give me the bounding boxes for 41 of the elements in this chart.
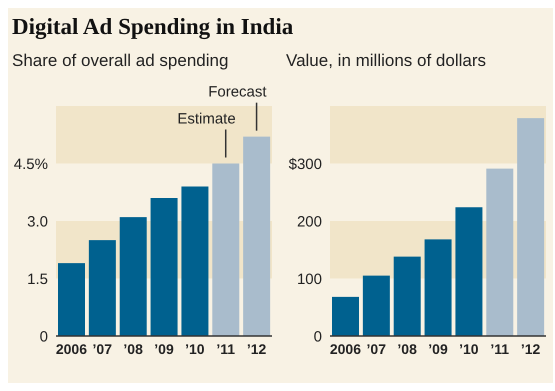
bar bbox=[88, 240, 116, 336]
bar bbox=[362, 276, 390, 336]
annotation: Estimate bbox=[177, 110, 236, 128]
x-tick-label: ’10 bbox=[185, 340, 205, 357]
annotation: Forecast bbox=[208, 84, 268, 101]
bar bbox=[212, 164, 240, 336]
y-tick-label: 4.5% bbox=[14, 156, 48, 173]
x-tick-label: ’07 bbox=[366, 340, 386, 357]
bar bbox=[394, 256, 421, 336]
x-tick-label: ’11 bbox=[216, 340, 236, 357]
x-tick-label: ’11 bbox=[490, 340, 510, 357]
bar bbox=[58, 263, 85, 336]
y-tick-label: 200 bbox=[296, 213, 322, 230]
x-tick-label: 2006 bbox=[330, 340, 362, 357]
x-tick-label: ’09 bbox=[154, 340, 174, 357]
x-tick-label: ’12 bbox=[520, 340, 541, 357]
chart-subtitle: Value, in millions of dollars bbox=[285, 50, 487, 72]
x-tick-label: 2006 bbox=[56, 340, 88, 357]
y-tick-label: $300 bbox=[288, 156, 322, 173]
bar bbox=[150, 198, 178, 336]
bar bbox=[243, 136, 270, 336]
x-tick-label: ’09 bbox=[428, 340, 448, 357]
bar bbox=[120, 217, 147, 336]
y-tick-label: 1.5 bbox=[27, 270, 48, 288]
x-tick-label: ’08 bbox=[123, 340, 144, 357]
x-tick-label: ’07 bbox=[92, 340, 112, 357]
bar bbox=[424, 239, 452, 336]
y-tick-label: 0 bbox=[314, 328, 322, 346]
chart-subtitle: Share of overall ad spending bbox=[11, 50, 230, 72]
x-tick-label: ’08 bbox=[397, 340, 418, 357]
bar bbox=[332, 296, 359, 336]
x-tick-label: ’12 bbox=[246, 340, 267, 357]
chart-title: Digital Ad Spending in India bbox=[11, 13, 294, 42]
bar bbox=[486, 168, 514, 336]
bar bbox=[455, 207, 482, 336]
bar bbox=[181, 186, 208, 336]
bar bbox=[517, 118, 544, 336]
y-tick-label: 3.0 bbox=[27, 213, 48, 230]
x-tick-label: ’10 bbox=[459, 340, 479, 357]
y-tick-label: 100 bbox=[296, 270, 322, 288]
y-tick-label: 0 bbox=[40, 328, 48, 346]
